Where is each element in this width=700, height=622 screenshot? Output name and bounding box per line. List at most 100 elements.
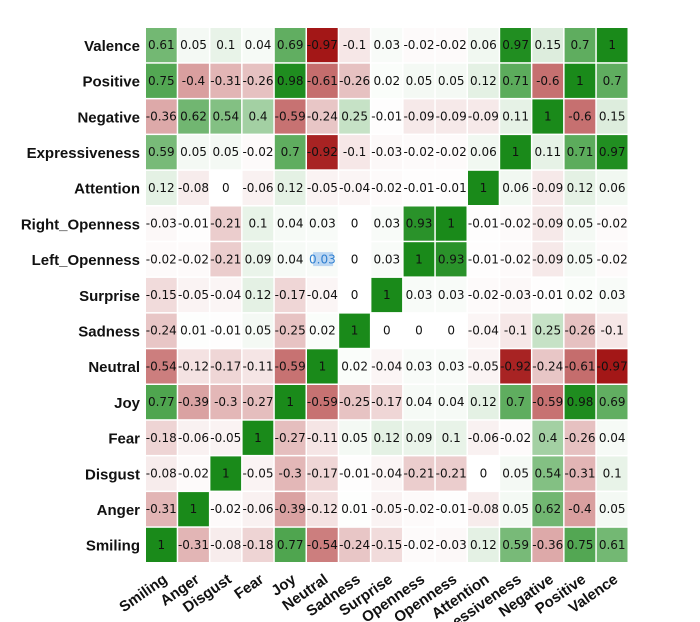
cell-attention-6 [339, 170, 370, 205]
cell-disgust-10 [468, 456, 499, 491]
cell-negative-5 [307, 99, 338, 134]
cell-expressiveness-2 [210, 135, 242, 170]
cell-value-label: -0.01 [468, 252, 499, 266]
cell-joy-1 [178, 385, 209, 420]
cell-negative-7 [371, 99, 403, 134]
cell-disgust-2 [210, 456, 242, 491]
cell-expressiveness-4 [274, 135, 306, 170]
cell-value-label: -0.21 [210, 217, 241, 231]
cell-value-label: 0.4 [248, 110, 267, 124]
cell-value-label: -0.39 [178, 395, 209, 409]
cell-neutral-7 [371, 349, 403, 384]
cell-value-label: 0.11 [534, 145, 561, 159]
cell-smiling-8 [403, 527, 435, 562]
cell-value-label: 0.05 [438, 74, 465, 88]
cell-neutral-11 [500, 349, 531, 384]
cell-value-label: -0.31 [564, 467, 595, 481]
cell-right-openness-11 [500, 206, 531, 241]
cell-value-label: 0.03 [406, 288, 433, 302]
cell-value-label: -0.31 [178, 538, 209, 552]
cell-value-label: 0.02 [567, 288, 594, 302]
cell-joy-11 [500, 385, 531, 420]
cell-value-label: -0.08 [146, 467, 177, 481]
cell-anger-8 [403, 492, 435, 527]
cell-anger-1 [178, 492, 209, 527]
cell-attention-2 [210, 170, 242, 205]
cell-attention-4 [274, 170, 306, 205]
cell-value-label: 0.12 [373, 431, 400, 445]
cell-positive-4 [274, 63, 306, 98]
cell-disgust-0 [146, 456, 177, 491]
cell-value-label: 0.05 [180, 145, 207, 159]
cell-joy-13 [564, 385, 596, 420]
cell-value-label: 0.06 [470, 145, 497, 159]
cell-value-label: 1 [190, 502, 198, 516]
cell-left-openness-9 [435, 242, 467, 277]
column-label-fear-3: Fear [231, 571, 267, 603]
cell-right-openness-14 [596, 206, 628, 241]
cell-value-label: -0.05 [210, 431, 241, 445]
cell-value-label: 0.05 [406, 74, 433, 88]
cell-value-label: 0.98 [277, 74, 304, 88]
cell-expressiveness-8 [403, 135, 435, 170]
cell-left-openness-6 [339, 242, 370, 277]
cell-value-label: 0.03 [373, 217, 400, 231]
cell-neutral-9 [435, 349, 467, 384]
cell-smiling-11 [500, 527, 531, 562]
cell-fear-14 [596, 420, 628, 455]
cell-negative-4 [274, 99, 306, 134]
cell-positive-7 [371, 63, 403, 98]
cell-sadness-14 [596, 313, 628, 348]
cell-neutral-3 [242, 349, 274, 384]
cell-value-label: 0.69 [599, 395, 626, 409]
cell-value-label: 0.03 [599, 288, 626, 302]
cell-value-label: 0.04 [406, 395, 433, 409]
cell-value-label: -0.02 [371, 181, 402, 195]
cell-positive-2 [210, 63, 242, 98]
cell-neutral-14 [596, 349, 628, 384]
cell-value-label: -0.02 [210, 502, 241, 516]
cell-surprise-2 [210, 277, 242, 313]
cell-value-label: -0.03 [146, 217, 177, 231]
cell-disgust-9 [435, 456, 467, 491]
cell-value-label: -0.59 [275, 359, 306, 373]
cell-value-label: -0.18 [242, 538, 273, 552]
cell-value-label: -0.24 [339, 538, 370, 552]
cell-value-label: 0.04 [599, 431, 626, 445]
cell-value-label: 0.12 [470, 395, 497, 409]
cell-value-label: -0.05 [242, 467, 273, 481]
row-label-joy: Joy [114, 395, 141, 412]
heatmap-cells: 0.61 0.05 0.1 0.04 0.69 -0.97 -0.1 0.03 -0.02 -0.… [146, 28, 628, 562]
cell-anger-10 [468, 492, 499, 527]
cell-value-label: -0.09 [532, 252, 563, 266]
cell-value-label: 0.04 [245, 38, 272, 52]
cell-surprise-13 [564, 277, 596, 313]
cell-valence-10 [468, 28, 499, 63]
cell-right-openness-5 [307, 206, 338, 241]
cell-value-label: 1 [157, 538, 165, 552]
cell-value-label: 0.03 [438, 288, 465, 302]
cell-neutral-0 [146, 349, 177, 384]
cell-right-openness-2 [210, 206, 242, 241]
cell-value-label: -0.09 [532, 181, 563, 195]
cell-value-label: 0 [383, 324, 391, 338]
cell-value-label: -0.09 [468, 110, 499, 124]
cell-value-label: 0 [415, 324, 423, 338]
cell-anger-6 [339, 492, 370, 527]
cell-negative-10 [468, 99, 499, 134]
cell-value-label: -0.02 [146, 252, 177, 266]
cell-value-label: -0.04 [371, 467, 402, 481]
cell-fear-4 [274, 420, 306, 455]
cell-valence-4 [274, 28, 306, 63]
cell-value-label: 0.12 [470, 74, 497, 88]
cell-joy-10 [468, 385, 499, 420]
cell-value-label: 0.03 [373, 38, 400, 52]
cell-neutral-13 [564, 349, 596, 384]
cell-smiling-5 [307, 527, 338, 562]
cell-value-label: 0.71 [502, 74, 529, 88]
cell-attention-14 [596, 170, 628, 205]
cell-value-label: 0.01 [180, 324, 207, 338]
cell-value-label: 0.12 [470, 538, 497, 552]
cell-neutral-5 [307, 349, 338, 384]
cell-fear-5 [307, 420, 338, 455]
